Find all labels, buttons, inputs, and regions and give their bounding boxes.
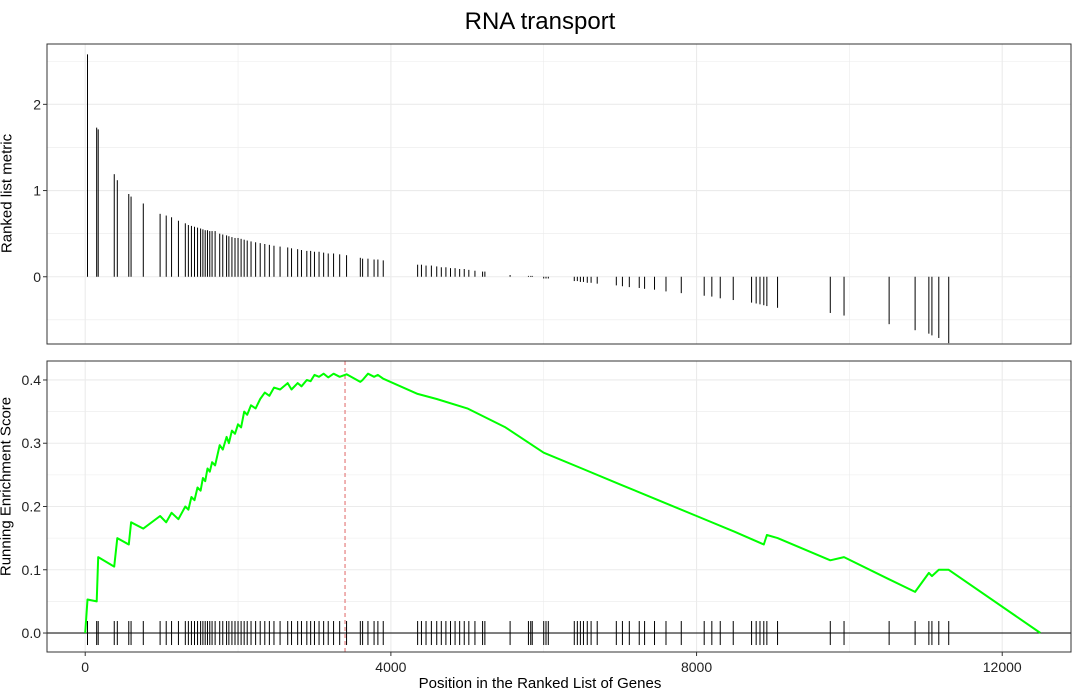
y-tick-label: 0.0	[22, 625, 42, 641]
x-tick-label: 0	[81, 659, 89, 675]
top-panel-border	[46, 43, 1072, 345]
y-tick-label: 2	[33, 96, 41, 112]
y-tick-label: 0.2	[22, 499, 42, 515]
y-tick-label: 0.4	[22, 372, 42, 388]
y-tick-label: 0.1	[22, 562, 42, 578]
x-tick-label: 4000	[375, 659, 406, 675]
y-tick-label: 0	[33, 269, 41, 285]
x-tick-label: 8000	[681, 659, 712, 675]
x-tick-label: 12000	[983, 659, 1022, 675]
top-panel-background	[47, 44, 1071, 344]
running-score-line	[84, 372, 1041, 634]
x-axis: 0 4000 8000 12000	[81, 652, 1022, 675]
chart-title: RNA transport	[464, 8, 616, 35]
y-tick-label: 0.3	[22, 435, 42, 451]
y-tick-label: 1	[33, 183, 41, 199]
running-score-panel: 0.0 0.1 0.2 0.3 0.4	[22, 360, 1072, 653]
x-axis-label: Position in the Ranked List of Genes	[418, 675, 662, 692]
ranked-metric-panel: 0 1 2	[33, 43, 1072, 345]
